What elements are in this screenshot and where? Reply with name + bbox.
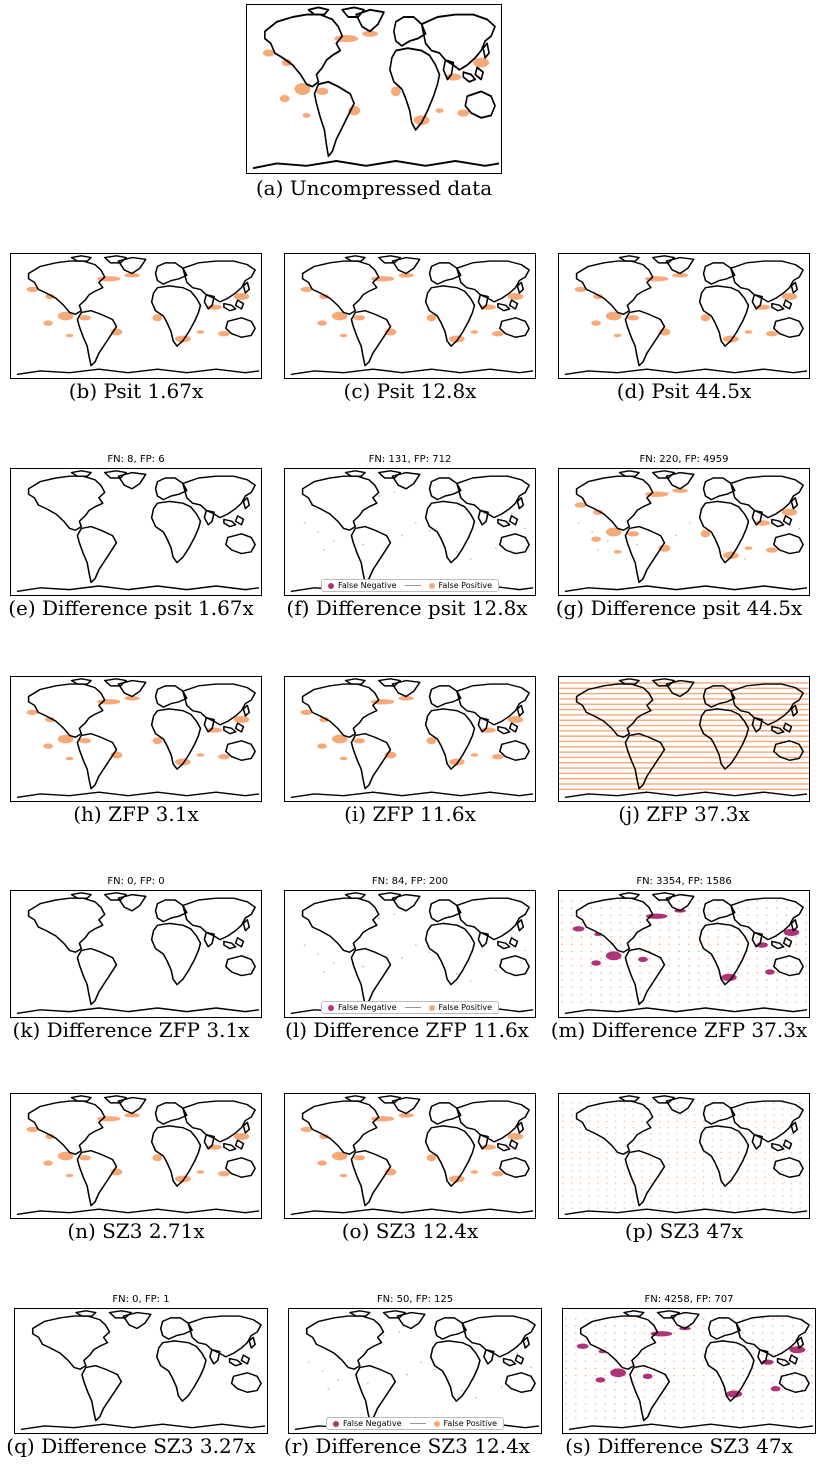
world-map — [16, 677, 260, 799]
panel-caption: (o) SZ3 12.4x — [341, 1219, 479, 1243]
map-panel-1 — [10, 253, 262, 379]
world-map — [559, 677, 809, 799]
panel-caption: (a) Uncompressed data — [255, 176, 493, 200]
legend-positive-label: False Positive — [438, 581, 492, 590]
map-panel-11: False Negative False Positive — [284, 890, 536, 1018]
panel-caption: (s) Difference SZ3 47x — [565, 1434, 793, 1458]
world-map — [290, 677, 534, 799]
panel-title: FN: 220, FP: 4959 — [639, 454, 729, 465]
world-map — [290, 892, 534, 1015]
false-negative-marker — [333, 1420, 339, 1427]
false-positive-marker — [428, 582, 435, 589]
map-panel-17: False Negative False Positive — [288, 1308, 542, 1434]
map-panel-13 — [10, 1093, 262, 1219]
legend-positive-label: False Positive — [443, 1419, 497, 1428]
legend-negative-label: False Negative — [338, 1003, 397, 1012]
panel-title: FN: 0, FP: 0 — [107, 876, 165, 887]
legend: False Negative False Positive — [321, 1001, 499, 1014]
panel-caption: (b) Psit 1.67x — [68, 379, 204, 403]
legend: False Negative False Positive — [326, 1417, 504, 1430]
panel-title: FN: 84, FP: 200 — [371, 876, 449, 887]
world-map — [290, 1094, 534, 1216]
panel-caption: (q) Difference SZ3 3.27x — [6, 1434, 256, 1458]
legend-negative-label: False Negative — [338, 581, 397, 590]
world-map — [16, 470, 260, 593]
world-map — [251, 6, 500, 170]
panel-caption: (e) Difference psit 1.67x — [8, 596, 254, 620]
panel-caption: (i) ZFP 11.6x — [344, 802, 476, 826]
panel-caption: (g) Difference psit 44.5x — [555, 596, 803, 620]
map-panel-2 — [284, 253, 536, 379]
panel-title: FN: 8, FP: 6 — [107, 454, 165, 465]
map-panel-12 — [558, 890, 810, 1018]
map-panel-16 — [14, 1308, 268, 1434]
world-map — [290, 254, 534, 376]
panel-title: FN: 4258, FP: 707 — [644, 1294, 734, 1305]
panel-title: FN: 50, FP: 125 — [376, 1294, 454, 1305]
panel-title: FN: 0, FP: 1 — [112, 1294, 170, 1305]
map-panel-7 — [10, 676, 262, 802]
false-positive-marker — [428, 1004, 435, 1011]
map-panel-5: False Negative False Positive — [284, 468, 536, 596]
world-map — [290, 470, 534, 593]
world-map — [20, 1309, 266, 1431]
legend-negative-label: False Negative — [343, 1419, 402, 1428]
map-panel-0 — [246, 4, 502, 174]
world-map — [16, 254, 260, 376]
legend: False Negative False Positive — [321, 579, 499, 592]
map-panel-15 — [558, 1093, 810, 1219]
map-panel-8 — [284, 676, 536, 802]
panel-caption: (c) Psit 12.8x — [343, 379, 477, 403]
map-panel-18 — [562, 1308, 816, 1434]
panel-caption: (l) Difference ZFP 11.6x — [285, 1018, 529, 1042]
world-map — [16, 892, 260, 1015]
panel-caption: (r) Difference SZ3 12.4x — [283, 1434, 531, 1458]
panel-title: FN: 3354, FP: 1586 — [636, 876, 732, 887]
world-map — [563, 1309, 815, 1431]
map-panel-10 — [10, 890, 262, 1018]
panel-caption: (h) ZFP 3.1x — [73, 802, 199, 826]
panel-caption: (f) Difference psit 12.8x — [286, 596, 528, 620]
panel-caption: (n) SZ3 2.71x — [67, 1219, 205, 1243]
panel-caption: (m) Difference ZFP 37.3x — [550, 1018, 808, 1042]
map-panel-14 — [284, 1093, 536, 1219]
panel-caption: (j) ZFP 37.3x — [618, 802, 750, 826]
world-map — [559, 892, 809, 1015]
world-map — [294, 1309, 540, 1431]
false-negative-marker — [328, 582, 334, 589]
map-panel-4 — [10, 468, 262, 596]
world-map — [564, 470, 808, 593]
panel-caption: (d) Psit 44.5x — [616, 379, 752, 403]
world-map — [564, 254, 808, 376]
panel-caption: (k) Difference ZFP 3.1x — [12, 1018, 250, 1042]
map-panel-9 — [558, 676, 810, 802]
world-map — [16, 1094, 260, 1216]
false-negative-marker — [328, 1004, 334, 1011]
map-panel-3 — [558, 253, 810, 379]
panel-caption: (p) SZ3 47x — [624, 1219, 744, 1243]
panel-title: FN: 131, FP: 712 — [368, 454, 452, 465]
map-panel-6 — [558, 468, 810, 596]
false-positive-marker — [433, 1420, 440, 1427]
legend-positive-label: False Positive — [438, 1003, 492, 1012]
world-map — [559, 1094, 809, 1216]
